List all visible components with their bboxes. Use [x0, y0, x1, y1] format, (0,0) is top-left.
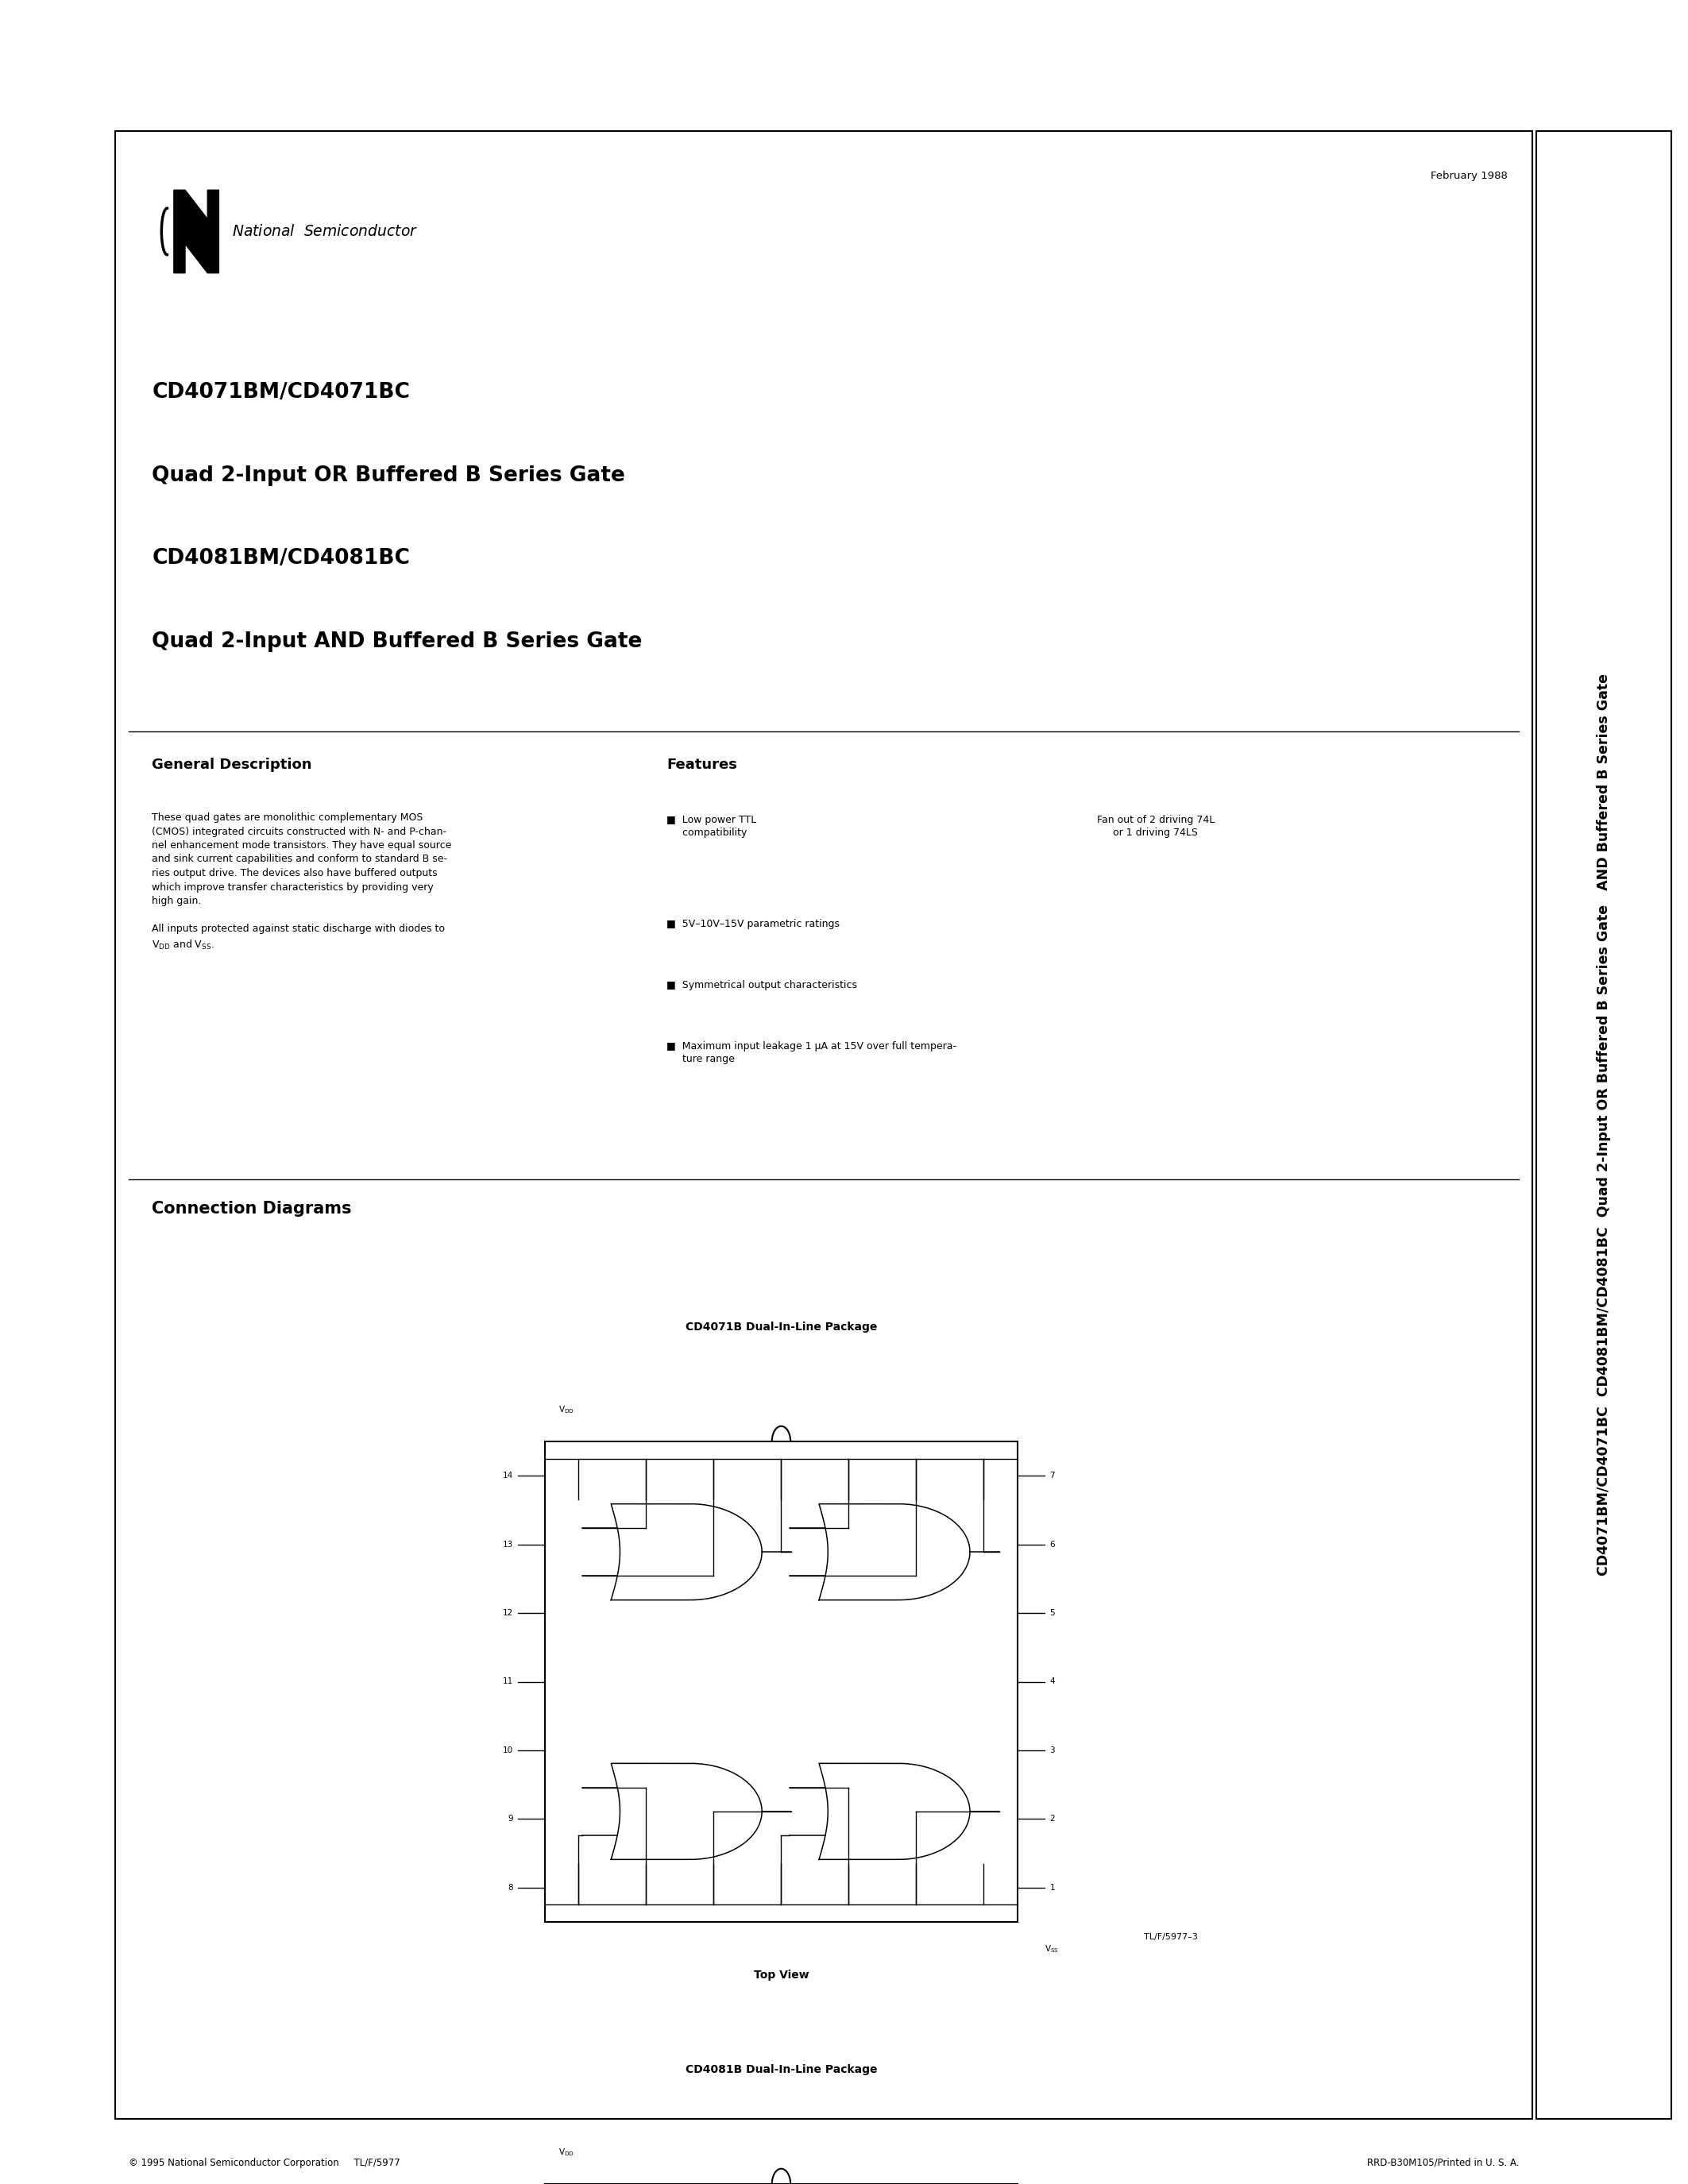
Bar	[1536, 131, 1671, 2118]
Text: Connection Diagrams: Connection Diagrams	[152, 1201, 351, 1216]
Text: 13: 13	[503, 1540, 513, 1548]
Text: TL/F/5977–3: TL/F/5977–3	[1144, 1933, 1198, 1942]
Text: ■  Low power TTL
     compatibility: ■ Low power TTL compatibility	[667, 815, 756, 839]
Text: 11: 11	[503, 1677, 513, 1686]
Text: 10: 10	[503, 1747, 513, 1754]
Text: CD4071B Dual-In-Line Package: CD4071B Dual-In-Line Package	[685, 1321, 878, 1332]
Text: 5: 5	[1050, 1610, 1055, 1616]
Text: General Description: General Description	[152, 758, 312, 773]
Text: CD4081BM/CD4081BC: CD4081BM/CD4081BC	[152, 548, 410, 568]
Text: These quad gates are monolithic complementary MOS
(CMOS) integrated circuits con: These quad gates are monolithic compleme…	[152, 812, 452, 950]
Text: 7: 7	[1050, 1472, 1055, 1481]
Text: 3: 3	[1050, 1747, 1055, 1754]
Text: Quad 2-Input AND Buffered B Series Gate: Quad 2-Input AND Buffered B Series Gate	[152, 631, 643, 651]
Bar	[115, 131, 1533, 2118]
Bar	[545, 1441, 1018, 1922]
Text: RRD-B30M105/Printed in U. S. A.: RRD-B30M105/Printed in U. S. A.	[1367, 2158, 1519, 2169]
Text: 1: 1	[1050, 1883, 1055, 1891]
Text: CD4071BM/CD4071BC  CD4081BM/CD4081BC  Quad 2-Input OR Buffered B Series Gate   A: CD4071BM/CD4071BC CD4081BM/CD4081BC Quad…	[1597, 673, 1610, 1577]
Polygon shape	[611, 1762, 761, 1859]
Text: CD4081B Dual-In-Line Package: CD4081B Dual-In-Line Package	[685, 2064, 878, 2075]
Text: 9: 9	[508, 1815, 513, 1824]
Polygon shape	[819, 1505, 971, 1601]
Text: V$_{\rm SS}$: V$_{\rm SS}$	[1045, 1944, 1058, 1955]
Polygon shape	[611, 1505, 761, 1601]
Polygon shape	[819, 1762, 971, 1859]
Text: V$_{\rm DD}$: V$_{\rm DD}$	[559, 2147, 574, 2158]
Text: 12: 12	[503, 1610, 513, 1616]
Text: 4: 4	[1050, 1677, 1055, 1686]
Text: 14: 14	[503, 1472, 513, 1481]
Text: V$_{\rm DD}$: V$_{\rm DD}$	[559, 1404, 574, 1415]
Text: ■  Symmetrical output characteristics: ■ Symmetrical output characteristics	[667, 981, 858, 989]
Text: 6: 6	[1050, 1540, 1055, 1548]
Text: $\mathit{National}$  $\mathit{Semiconductor}$: $\mathit{National}$ $\mathit{Semiconduct…	[231, 225, 417, 238]
Text: ■  5V–10V–15V parametric ratings: ■ 5V–10V–15V parametric ratings	[667, 919, 841, 928]
Text: Top View: Top View	[753, 1970, 809, 1981]
Text: Features: Features	[667, 758, 738, 773]
Text: February 1988: February 1988	[1430, 170, 1507, 181]
Text: ■  Maximum input leakage 1 μA at 15V over full tempera-
     ture range: ■ Maximum input leakage 1 μA at 15V over…	[667, 1042, 957, 1064]
Text: Quad 2-Input OR Buffered B Series Gate: Quad 2-Input OR Buffered B Series Gate	[152, 465, 625, 485]
Text: CD4071BM/CD4071BC: CD4071BM/CD4071BC	[152, 382, 410, 402]
Text: © 1995 National Semiconductor Corporation     TL/F/5977: © 1995 National Semiconductor Corporatio…	[128, 2158, 400, 2169]
Text: 8: 8	[508, 1883, 513, 1891]
Polygon shape	[174, 190, 219, 273]
Text: 2: 2	[1050, 1815, 1055, 1824]
Text: Fan out of 2 driving 74L
     or 1 driving 74LS: Fan out of 2 driving 74L or 1 driving 74…	[1097, 815, 1215, 839]
